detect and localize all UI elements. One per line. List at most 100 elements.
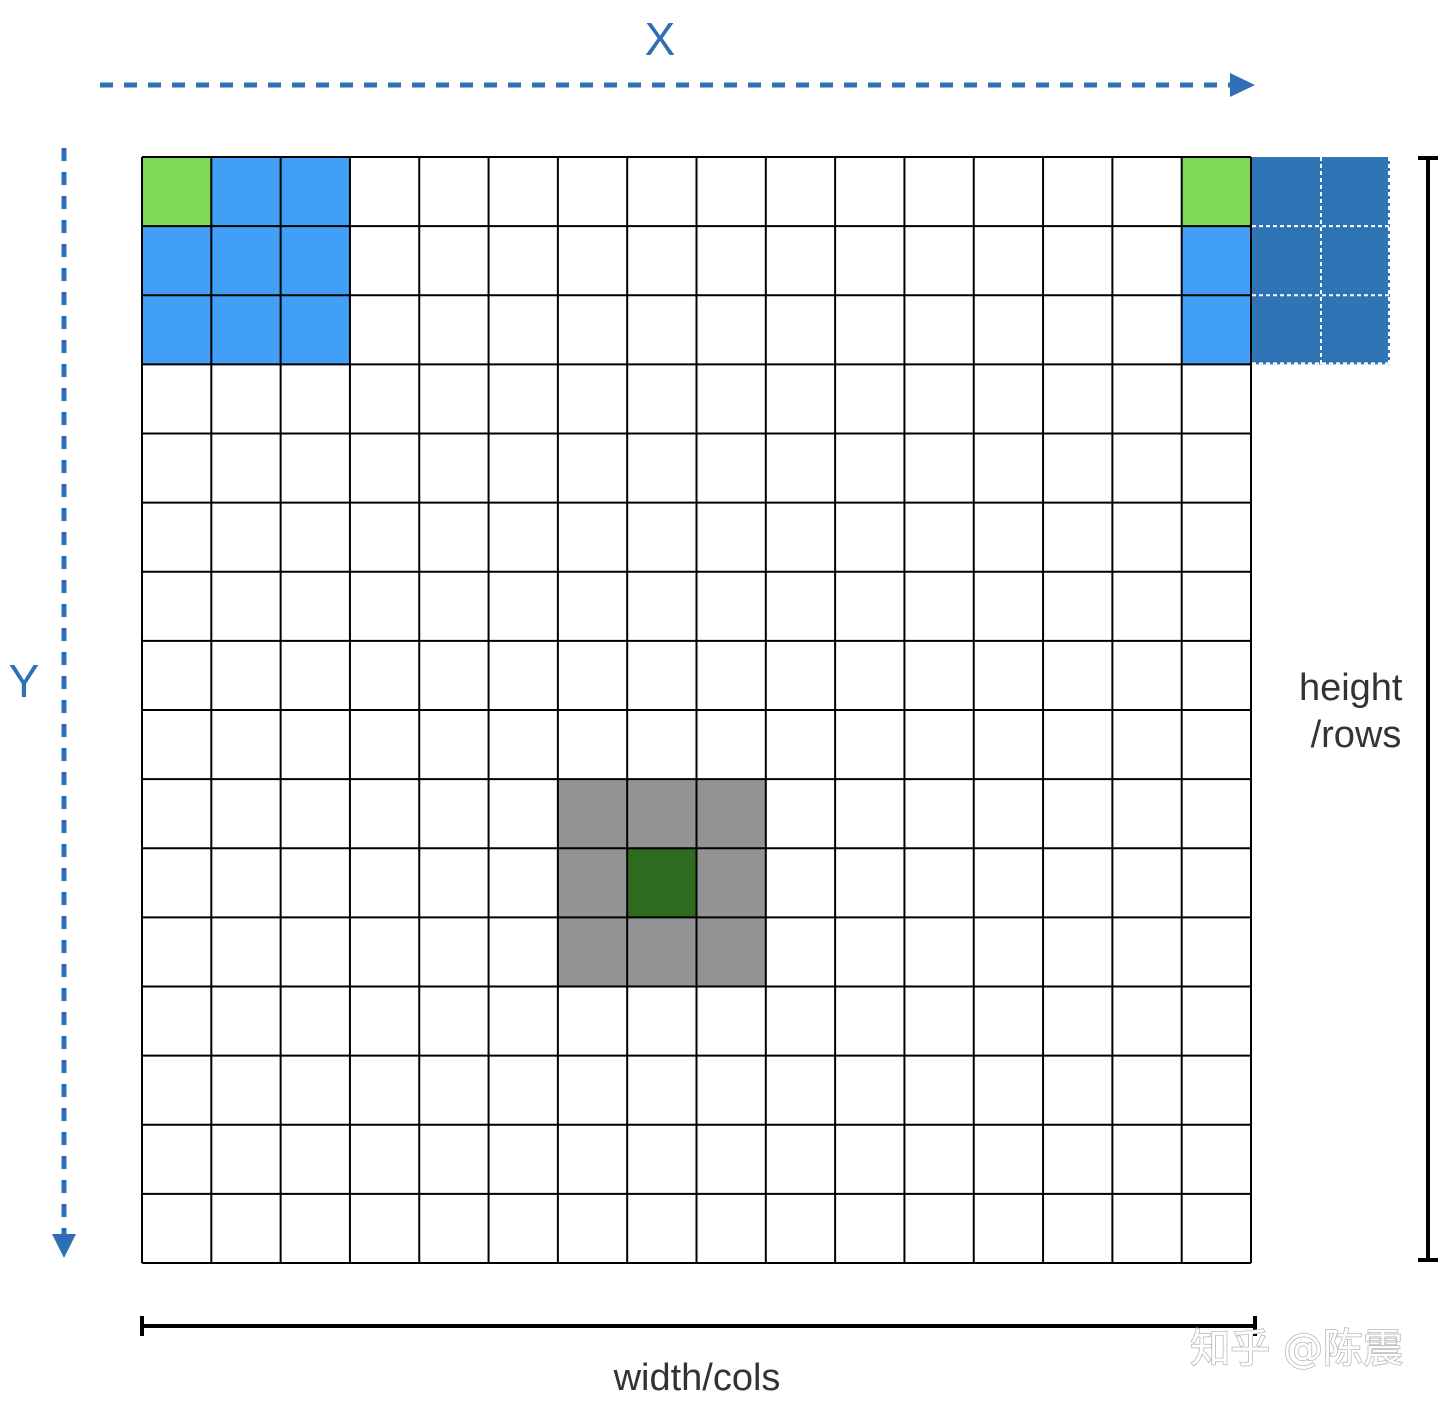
grid-cell	[904, 226, 974, 296]
grid-cell	[488, 571, 558, 641]
grid-cell	[349, 1055, 420, 1125]
grid-cell	[904, 1055, 974, 1125]
grid-cell	[904, 779, 974, 849]
grid-cell	[488, 779, 558, 849]
grid-cell	[280, 640, 350, 710]
grid-cell	[904, 295, 974, 365]
grid-cell	[973, 226, 1044, 296]
grid-cell	[142, 710, 212, 780]
grid-cell	[1043, 1055, 1113, 1125]
grid-cell	[1112, 295, 1182, 365]
grid-cell	[1181, 710, 1251, 780]
grid-cell	[904, 502, 974, 572]
grid-cell	[835, 502, 905, 572]
grid-cell	[349, 571, 420, 641]
grid-cell	[904, 1124, 974, 1194]
grid-cell	[1043, 986, 1113, 1056]
grid-cell	[904, 640, 974, 710]
grid-cell	[488, 433, 558, 503]
grid-cell	[1043, 640, 1113, 710]
grid-cell	[211, 364, 281, 434]
grid-cell	[627, 986, 697, 1056]
grid-cell	[1112, 917, 1182, 987]
grid-cell	[488, 1055, 558, 1125]
grid-cell	[211, 1193, 281, 1263]
grid-cell	[280, 848, 350, 918]
grid-cell	[765, 1055, 836, 1125]
grid-cell	[1112, 571, 1182, 641]
height-dimension-line	[1418, 156, 1438, 1262]
grid-cell	[835, 1193, 905, 1263]
grid-cell	[1112, 157, 1182, 227]
grid-cell	[349, 433, 420, 503]
grid-cell	[349, 502, 420, 572]
grid-cell	[349, 986, 420, 1056]
grid-cell	[349, 364, 420, 434]
grid-cell	[488, 364, 558, 434]
grid-cell-center-neighborhood	[627, 917, 697, 987]
grid-cell	[627, 710, 697, 780]
grid-cell	[142, 848, 212, 918]
grid-cell	[835, 571, 905, 641]
grid-cell	[973, 640, 1044, 710]
grid-cell	[211, 571, 281, 641]
y-axis-arrowhead	[52, 1234, 76, 1258]
x-axis-arrowhead	[1230, 73, 1255, 97]
grid-cell-right-edge-anchor	[1181, 157, 1251, 227]
grid-cell	[1112, 710, 1182, 780]
grid-cell-right-edge-neighborhood	[1181, 226, 1251, 296]
grid-cell	[557, 710, 628, 780]
grid-cell	[349, 1124, 420, 1194]
grid-cell	[211, 986, 281, 1056]
grid-cell	[1112, 433, 1182, 503]
grid-cell	[627, 433, 697, 503]
grid-cell	[419, 364, 489, 434]
grid-cell	[142, 1055, 212, 1125]
grid-cell	[1112, 1055, 1182, 1125]
grid-cell	[1043, 295, 1113, 365]
grid-cell	[557, 226, 628, 296]
grid-cell	[835, 710, 905, 780]
grid-cell	[142, 502, 212, 572]
grid-cell	[1181, 1055, 1251, 1125]
grid-cell	[696, 502, 766, 572]
grid-cell	[696, 226, 766, 296]
grid-cell	[765, 502, 836, 572]
grid-cell	[419, 779, 489, 849]
grid-cell	[1181, 848, 1251, 918]
grid-cell	[349, 710, 420, 780]
grid-cell	[904, 848, 974, 918]
grid-cell	[142, 571, 212, 641]
grid-cell	[973, 502, 1044, 572]
grid-cell	[973, 779, 1044, 849]
grid-cell	[765, 640, 836, 710]
grid-cell-top-left-neighborhood	[142, 226, 212, 296]
grid-cell	[835, 364, 905, 434]
grid-cell	[1112, 226, 1182, 296]
grid-cell-top-left-neighborhood	[211, 157, 281, 227]
grid-cell	[280, 710, 350, 780]
grid-cell	[488, 226, 558, 296]
width-label: width/cols	[613, 1357, 781, 1399]
grid-cell	[557, 1055, 628, 1125]
grid-cell	[973, 571, 1044, 641]
grid-cell	[557, 295, 628, 365]
grid-cell	[835, 1055, 905, 1125]
watermark: 知乎 @陈震	[1190, 1326, 1403, 1372]
grid-cell	[488, 1124, 558, 1194]
grid-cell	[1043, 848, 1113, 918]
grid-cell	[765, 157, 836, 227]
grid-cell	[211, 502, 281, 572]
grid-cell	[419, 433, 489, 503]
grid-cell	[419, 710, 489, 780]
grid-cell	[904, 157, 974, 227]
grid-cell	[627, 1124, 697, 1194]
grid-cell	[419, 226, 489, 296]
grid-cell	[1112, 848, 1182, 918]
grid-cell	[280, 571, 350, 641]
grid-cell	[280, 502, 350, 572]
grid-cell	[1181, 502, 1251, 572]
grid-cell	[1043, 226, 1113, 296]
grid-cell-center-anchor	[627, 848, 697, 918]
grid-cell	[1112, 364, 1182, 434]
